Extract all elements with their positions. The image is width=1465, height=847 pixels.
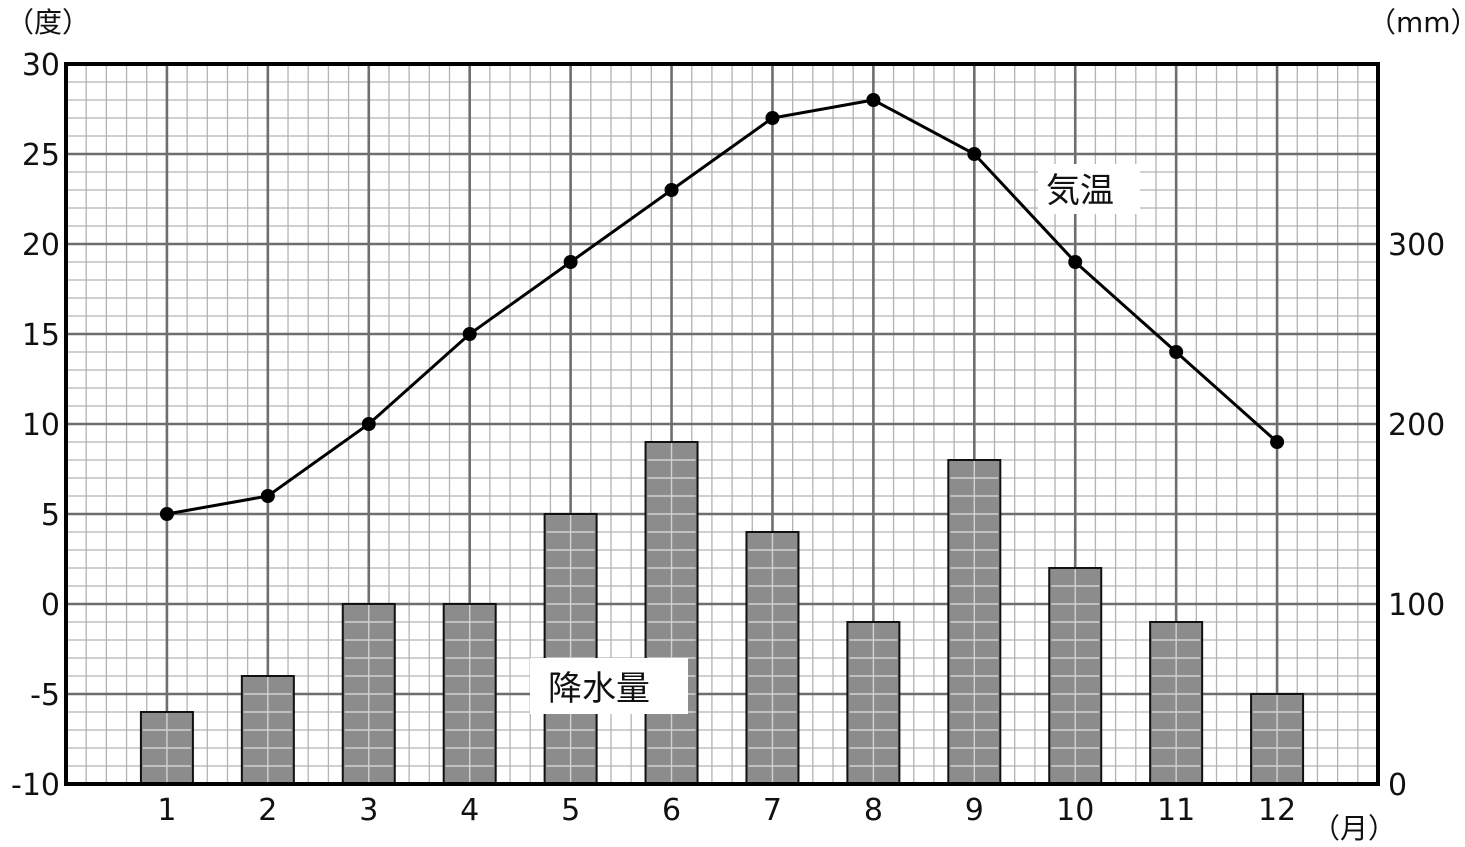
temperature-point-2 [260,489,275,503]
x-tick-label-6: 6 [662,793,681,828]
temperature-line [159,93,1285,521]
right-tick-label: 100 [1388,588,1445,623]
temperature-point-5 [563,255,578,269]
right-tick-label: 0 [1388,768,1407,803]
left-tick-label: 25 [22,138,60,173]
left-tick-label: 10 [22,408,60,443]
x-tick-label-11: 11 [1157,793,1195,828]
temperature-point-10 [1068,255,1083,269]
temperature-point-12 [1270,435,1285,449]
temperature-point-4 [462,327,477,341]
left-tick-label: -10 [11,768,60,803]
x-axis-unit: （月） [1312,812,1396,845]
right-axis-ticks: 300 200 100 0 [1388,228,1445,803]
left-tick-label: 5 [41,498,60,533]
x-tick-label-10: 10 [1056,793,1094,828]
left-tick-label: 0 [41,588,60,623]
left-axis-unit: （度） [6,6,90,39]
right-tick-label: 200 [1388,408,1445,443]
x-tick-label-3: 3 [359,793,378,828]
temperature-point-11 [1169,345,1184,359]
x-tick-label-9: 9 [965,793,984,828]
temperature-point-6 [664,183,679,197]
precipitation-bars [139,441,1305,785]
left-tick-label: 30 [22,48,60,83]
x-tick-label-7: 7 [763,793,782,828]
temperature-series-label: 気温 [1046,171,1114,211]
x-axis-ticks: 1 2 3 4 5 6 7 8 9 10 11 12 [157,793,1296,828]
temperature-polyline [166,98,1279,516]
x-tick-label-8: 8 [864,793,883,828]
x-tick-label-5: 5 [561,793,580,828]
left-tick-label: -5 [30,678,60,713]
x-tick-label-2: 2 [258,793,277,828]
temperature-point-3 [361,417,376,431]
left-tick-label: 20 [22,228,60,263]
x-tick-label-4: 4 [460,793,479,828]
x-tick-label-1: 1 [157,793,176,828]
precipitation-label-bg [530,658,688,714]
temperature-point-7 [765,111,780,125]
temperature-label-bg [1038,164,1140,214]
precipitation-series-label: 降水量 [548,669,650,709]
right-tick-label: 300 [1388,228,1445,263]
x-tick-label-12: 12 [1258,793,1296,828]
right-axis-unit: （mm） [1368,6,1465,39]
left-tick-label: 15 [22,318,60,353]
temperature-point-8 [866,93,881,107]
left-axis-ticks: 30 25 20 15 10 5 0 -5 -10 [11,48,60,803]
temperature-point-9 [967,147,982,161]
temperature-point-1 [159,507,174,521]
plot-frame [64,62,1380,786]
